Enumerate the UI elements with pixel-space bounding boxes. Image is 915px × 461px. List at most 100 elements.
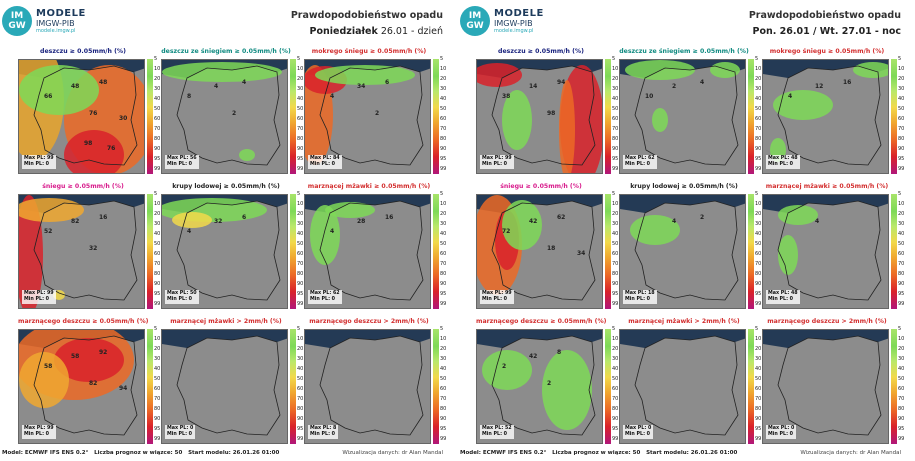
color-scale-ticks: 5 10 20 30 40 50 60 70 80 90 95 99 — [898, 191, 908, 311]
scale-tick: 30 — [154, 86, 161, 92]
scale-tick: 40 — [440, 366, 447, 372]
baltic-sea — [620, 195, 745, 213]
scale-tick: 70 — [612, 126, 619, 132]
map-svg: 2 4 10 — [620, 60, 745, 166]
probability-area — [172, 212, 212, 228]
scale-tick: 80 — [154, 406, 161, 412]
scale-tick: 40 — [898, 231, 905, 237]
probability-label: 82 — [89, 380, 97, 387]
probability-area — [54, 338, 124, 382]
map-panel-8: marznącej mżawki > 2mm/h (%) Max PL: 0 Min… — [161, 318, 305, 448]
scale-tick: 50 — [612, 106, 619, 112]
map-svg — [162, 330, 287, 436]
probability-map: Max PL: 0 Min PL: 0 — [619, 329, 746, 444]
scale-tick: 99 — [440, 166, 447, 172]
imgw-logo-badge: IM GW — [2, 6, 32, 36]
probability-label: 94 — [119, 385, 127, 392]
scale-tick: 60 — [440, 116, 447, 122]
probability-label: 10 — [645, 93, 653, 100]
color-scale-bar — [748, 59, 754, 174]
probability-area — [482, 350, 532, 390]
scale-tick: 95 — [612, 156, 619, 162]
scale-tick: 99 — [440, 301, 447, 307]
probability-area — [19, 352, 69, 408]
scale-tick: 80 — [297, 271, 304, 277]
scale-tick: 30 — [755, 86, 762, 92]
color-scale-bar — [605, 59, 611, 174]
scale-tick: 5 — [898, 326, 902, 332]
scale-tick: 70 — [612, 261, 619, 267]
scale-tick: 95 — [440, 426, 447, 432]
scale-tick: 10 — [297, 66, 304, 72]
scale-tick: 10 — [755, 201, 762, 207]
scale-tick: 40 — [755, 366, 762, 372]
max-min-stats: Max PL: 99 Min PL: 0 — [480, 155, 514, 169]
probability-label: 98 — [84, 140, 92, 147]
scale-tick: 90 — [154, 281, 161, 287]
color-scale-bar — [748, 329, 754, 444]
probability-map: 42 62 72 18 34 Max PL: 99 Min PL: 0 — [476, 194, 603, 309]
scale-tick: 30 — [154, 221, 161, 227]
max-min-stats: Max PL: 18 Min PL: 0 — [623, 290, 657, 304]
color-scale-ticks: 5 10 20 30 40 50 60 70 80 90 95 99 — [297, 56, 307, 176]
scale-tick: 20 — [297, 211, 304, 217]
header: IM GW MODELE IMGW-PIB modele.imgw.pl Praw… — [0, 6, 457, 52]
scale-tick: 60 — [154, 386, 161, 392]
probability-label: 34 — [357, 83, 365, 90]
scale-tick: 20 — [612, 346, 619, 352]
scale-tick: 30 — [154, 356, 161, 362]
scale-tick: 90 — [898, 281, 905, 287]
map-panel-7: marznącego deszczu ≥ 0.05mm/h (%) 42 8 2 2 Ma… — [476, 318, 620, 448]
scale-tick: 80 — [440, 271, 447, 277]
map-svg: 48 48 66 76 30 98 76 — [19, 60, 144, 173]
probability-label: 34 — [577, 250, 585, 257]
scale-tick: 10 — [154, 201, 161, 207]
probability-label: 98 — [547, 110, 555, 117]
scale-tick: 50 — [154, 106, 161, 112]
poland-border — [634, 335, 739, 436]
scale-tick: 95 — [440, 156, 447, 162]
probability-label: 66 — [44, 93, 52, 100]
probability-label: 38 — [502, 93, 510, 100]
scale-tick: 5 — [612, 56, 616, 62]
scale-tick: 40 — [612, 96, 619, 102]
probability-label: 8 — [187, 93, 191, 100]
map-svg: 4 — [763, 195, 888, 301]
probability-area — [315, 65, 415, 85]
scale-tick: 30 — [612, 356, 619, 362]
poland-border — [33, 200, 138, 301]
scale-tick: 95 — [297, 156, 304, 162]
scale-tick: 5 — [612, 191, 616, 197]
probability-label: 42 — [529, 218, 537, 225]
probability-label: 28 — [357, 218, 365, 225]
panel-title: krupy lodowej ≥ 0.05mm/h (%) — [172, 183, 280, 190]
map-panel-2: deszczu ze śniegiem ≥ 0.05mm/h (%) 2 4 10 Ma… — [619, 48, 763, 178]
scale-tick: 70 — [898, 261, 905, 267]
probability-label: 14 — [529, 83, 537, 90]
probability-area — [773, 90, 833, 120]
scale-tick: 80 — [898, 406, 905, 412]
scale-tick: 70 — [297, 126, 304, 132]
scale-tick: 30 — [440, 356, 447, 362]
left-forecast-day: IM GW MODELE IMGW-PIB modele.imgw.pl Praw… — [0, 0, 457, 461]
page-title: Prawdopodobieństwo opadu Pon. 26.01 / Wt… — [748, 10, 901, 37]
scale-tick: 20 — [898, 211, 905, 217]
probability-area — [325, 202, 375, 218]
probability-label: 4 — [700, 79, 704, 86]
scale-tick: 90 — [154, 416, 161, 422]
probability-label: 18 — [547, 245, 555, 252]
probability-map: Max PL: 0 Min PL: 0 — [161, 329, 288, 444]
panel-title: krupy lodowej ≥ 0.05mm/h (%) — [630, 183, 738, 190]
scale-tick: 60 — [898, 251, 905, 257]
scale-tick: 20 — [297, 346, 304, 352]
max-min-stats: Max PL: 84 Min PL: 0 — [308, 155, 342, 169]
scale-tick: 40 — [154, 366, 161, 372]
probability-map: Max PL: 0 Min PL: 0 — [762, 329, 889, 444]
scale-tick: 60 — [154, 251, 161, 257]
color-scale-bar — [290, 329, 296, 444]
map-panel-4: śniegu ≥ 0.05mm/h (%) 82 16 52 32 Max PL: 99 M… — [18, 183, 162, 313]
scale-tick: 40 — [898, 96, 905, 102]
scale-tick: 99 — [612, 166, 619, 172]
scale-tick: 60 — [755, 251, 762, 257]
color-scale-ticks: 5 10 20 30 40 50 60 70 80 90 95 99 — [755, 56, 765, 176]
